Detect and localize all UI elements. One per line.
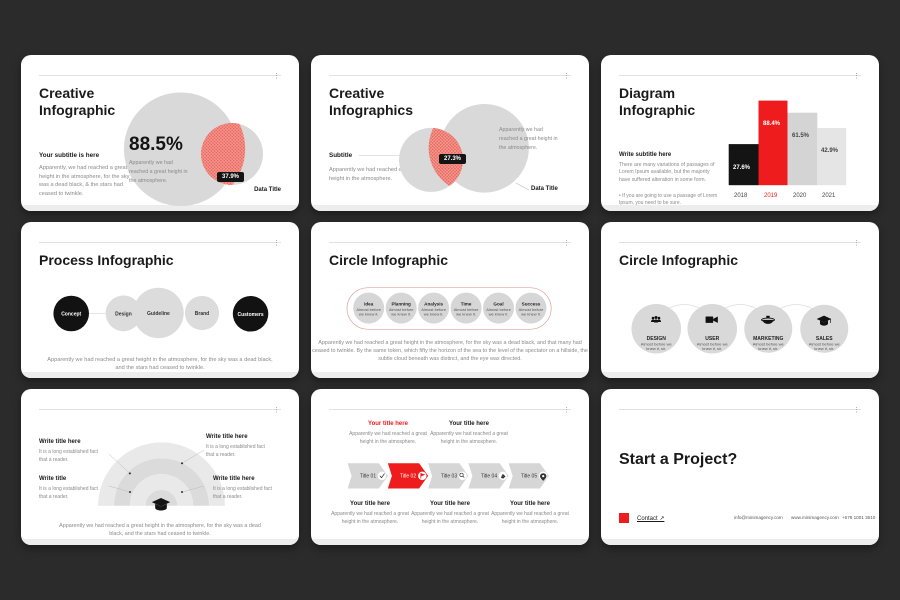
svg-text:Apparently we had: Apparently we had [499, 127, 543, 133]
svg-text:Idea: Idea [364, 302, 374, 307]
svg-text:Apparently we had: Apparently we had [129, 160, 173, 166]
svg-text:2018: 2018 [734, 193, 748, 199]
svg-text:61.5%: 61.5% [792, 133, 810, 139]
svg-text:Goal: Goal [493, 302, 503, 307]
svg-text:reached a great height in: reached a great height in [499, 136, 558, 142]
svg-text:reached a great height in: reached a great height in [129, 169, 188, 175]
svg-text:88.5%: 88.5% [129, 134, 183, 155]
svg-text:we knew it.: we knew it. [489, 312, 509, 317]
svg-text:Title 03: Title 03 [441, 474, 457, 480]
svg-text:Concept: Concept [61, 312, 81, 318]
svg-text:Success: Success [522, 302, 541, 307]
svg-text:Guideline: Guideline [147, 311, 170, 317]
svg-text:Time: Time [461, 302, 472, 307]
svg-text:2019: 2019 [764, 193, 778, 199]
svg-text:Brand: Brand [195, 311, 209, 317]
svg-text:knew it, sir.: knew it, sir. [702, 346, 722, 351]
svg-text:27.6%: 27.6% [733, 165, 751, 171]
svg-text:knew it, sir.: knew it, sir. [646, 346, 666, 351]
svg-text:we knew it.: we knew it. [359, 312, 379, 317]
svg-text:knew it, sir.: knew it, sir. [758, 346, 778, 351]
svg-text:Title 02: Title 02 [400, 474, 416, 480]
svg-text:2021: 2021 [822, 193, 836, 199]
svg-text:Title 05: Title 05 [521, 474, 537, 480]
svg-text:we knew it.: we knew it. [424, 312, 444, 317]
svg-text:88.4%: 88.4% [763, 121, 781, 127]
svg-text:Planning: Planning [391, 302, 411, 307]
svg-text:knew it, sir.: knew it, sir. [814, 346, 834, 351]
svg-text:Title 01: Title 01 [360, 474, 376, 480]
svg-text:we knew it.: we knew it. [456, 312, 476, 317]
svg-text:the atmosphere.: the atmosphere. [129, 178, 167, 184]
svg-text:2020: 2020 [793, 193, 807, 199]
svg-text:42.9%: 42.9% [821, 148, 839, 154]
svg-text:we knew it.: we knew it. [391, 312, 411, 317]
svg-text:Analysis: Analysis [424, 302, 443, 307]
svg-text:Customers: Customers [237, 312, 263, 318]
svg-text:we knew it.: we knew it. [521, 312, 541, 317]
svg-text:Design: Design [115, 311, 132, 317]
svg-text:the atmosphere.: the atmosphere. [499, 145, 537, 151]
svg-text:Title 04: Title 04 [481, 474, 497, 480]
